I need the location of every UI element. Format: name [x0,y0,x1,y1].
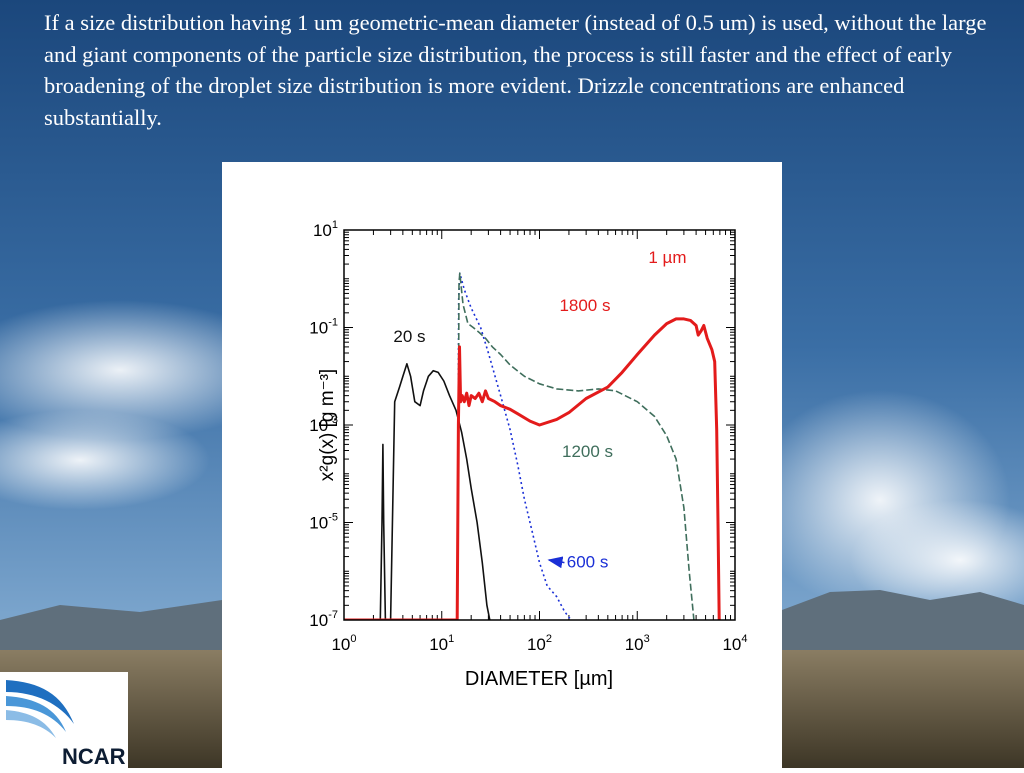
chart-panel: 100 101 102 103 104 101 10-1 10-3 10-5 10-7 1 µm… [222,162,782,768]
y-tick-label: 101 [313,219,338,240]
annotation-arrow [547,556,565,569]
droplet-size-chart: 100 101 102 103 104 101 10-1 10-3 10-5 10-7 1 µm… [309,219,747,690]
y-tick-label: 10-3 [309,414,338,435]
slide-caption: If a size distribution having 1 um geome… [44,10,987,130]
chart-annotations: 1 µm 1800 s 20 s 1200 s 600 s [393,248,686,571]
x-tick-labels: 100 101 102 103 104 [331,633,747,654]
y-tick-label: 10-1 [309,317,338,338]
series-line-1200s [456,272,695,620]
plot-frame [343,229,736,621]
x-tick-label: 102 [527,633,552,654]
y-tick-label: 10-7 [309,609,338,630]
axis-ticks [343,229,736,621]
y-axis-label: x²g(x) [g m⁻³] [317,369,338,481]
y-tick-label: 10-5 [309,512,338,533]
series-label-s20: 20 s [393,327,425,346]
series-line-20s [379,363,491,620]
ncar-swoosh-icon [6,680,74,738]
series-label-title: 1 µm [648,248,686,267]
x-tick-label: 100 [331,633,356,654]
ncar-logo [0,672,128,768]
x-tick-label: 101 [429,633,454,654]
series-label-s1800: 1800 s [559,296,610,315]
x-tick-label: 104 [722,633,747,654]
x-tick-label: 103 [625,633,650,654]
x-axis-label: DIAMETER [µm] [465,668,613,690]
y-tick-labels: 101 10-1 10-3 10-5 10-7 [309,219,338,630]
series-lines [344,272,721,620]
ncar-logo-text: NCAR [62,744,126,769]
series-line-600s [456,272,572,620]
series-line-1800s [344,317,721,620]
series-label-s1200: 1200 s [562,442,613,461]
series-label-s600: 600 s [567,552,609,571]
